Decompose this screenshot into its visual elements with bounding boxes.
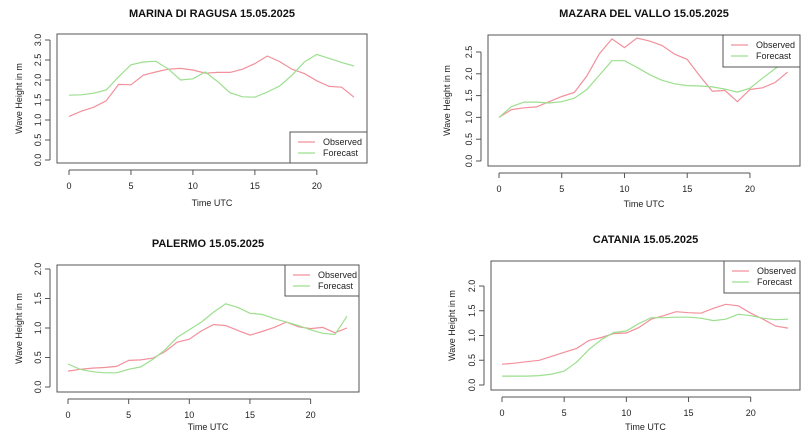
x-tick-label: 20 [312,181,322,191]
x-tick-label: 5 [562,408,567,418]
y-axis-label: Wave Height in m [447,290,457,361]
y-tick-label: 3.0 [33,34,43,47]
y-tick-label: 2.0 [33,74,43,87]
y-tick-label: 2.0 [467,280,477,293]
y-tick-label: 2.5 [464,46,474,59]
x-tick-label: 0 [66,181,71,191]
x-axis-label: Time UTC [192,198,233,208]
series-line-observed [502,304,788,364]
legend-label: Observed [757,266,796,276]
y-tick-label: 1.0 [467,329,477,342]
chart-panel-2: MAZARA DEL VALLO 15.05.2025 0 5 10 15 20 0.0 0.… [442,8,800,209]
y-tick-label: 0.0 [33,381,43,394]
chart-title: CATANIA 15.05.2025 [593,234,699,246]
y-tick-label: 1.0 [33,114,43,127]
y-tick-label: 0.5 [33,351,43,364]
x-axis-label: Time UTC [625,422,666,432]
chart-title: MAZARA DEL VALLO 15.05.2025 [559,8,729,20]
y-tick-label: 0.5 [33,134,43,147]
y-tick-label: 0.0 [467,379,477,392]
chart-title: PALERMO 15.05.2025 [152,238,264,250]
x-tick-label: 10 [188,181,198,191]
y-tick-label: 1.5 [33,292,43,305]
series-line-observed [69,56,354,116]
y-tick-label: 0.0 [33,154,43,167]
x-tick-label: 0 [496,184,501,194]
x-tick-label: 15 [682,184,692,194]
x-tick-label: 5 [126,410,131,420]
x-tick-label: 10 [621,408,631,418]
y-tick-label: 2.0 [464,68,474,81]
x-tick-label: 15 [684,408,694,418]
legend-label: Forecast [318,281,354,291]
chart-panel-4: CATANIA 15.05.2025 0 5 10 15 20 0.0 0.5 1.0 1.5 2.… [447,234,800,432]
y-tick-label: 1.5 [33,94,43,107]
x-tick-label: 10 [619,184,629,194]
x-tick-label: 20 [306,410,316,420]
x-tick-label: 20 [746,408,756,418]
y-tick-label: 0.5 [467,354,477,367]
x-tick-label: 5 [559,184,564,194]
y-tick-label: 2.0 [33,263,43,276]
series-line-observed [68,322,347,371]
y-axis-label: Wave Height in m [442,65,452,136]
legend-label: Forecast [757,277,793,287]
legend-label: Observed [756,40,795,50]
x-axis-label: Time UTC [624,199,665,209]
chart-panel-3: PALERMO 15.05.2025 0 5 10 15 20 0.0 0.5 1.0 1.5 2.… [14,238,359,432]
y-tick-label: 0.5 [464,133,474,146]
y-tick-label: 1.0 [464,111,474,124]
y-tick-label: 1.0 [33,322,43,335]
y-tick-label: 0.0 [464,155,474,168]
legend-label: Observed [323,137,362,147]
x-tick-label: 5 [128,181,133,191]
y-tick-label: 2.5 [33,54,43,67]
chart-title: MARINA DI RAGUSA 15.05.2025 [129,8,295,20]
series-line-forecast [69,54,354,97]
y-axis-label: Wave Height in m [14,293,24,364]
x-tick-label: 15 [250,181,260,191]
legend-label: Forecast [323,148,359,158]
x-axis-label: Time UTC [188,422,229,432]
series-line-forecast [68,304,347,373]
series-line-forecast [499,61,788,118]
y-axis-label: Wave Height in m [14,63,24,134]
legend-label: Observed [318,270,357,280]
y-tick-label: 1.5 [467,304,477,317]
x-tick-label: 20 [745,184,755,194]
legend-label: Forecast [756,51,792,61]
x-tick-label: 15 [245,410,255,420]
chart-panel-1: MARINA DI RAGUSA 15.05.2025 0 5 10 15 20 0.0 0.… [14,8,367,208]
y-tick-label: 1.5 [464,89,474,102]
x-tick-label: 0 [499,408,504,418]
x-tick-label: 10 [184,410,194,420]
x-tick-label: 0 [65,410,70,420]
